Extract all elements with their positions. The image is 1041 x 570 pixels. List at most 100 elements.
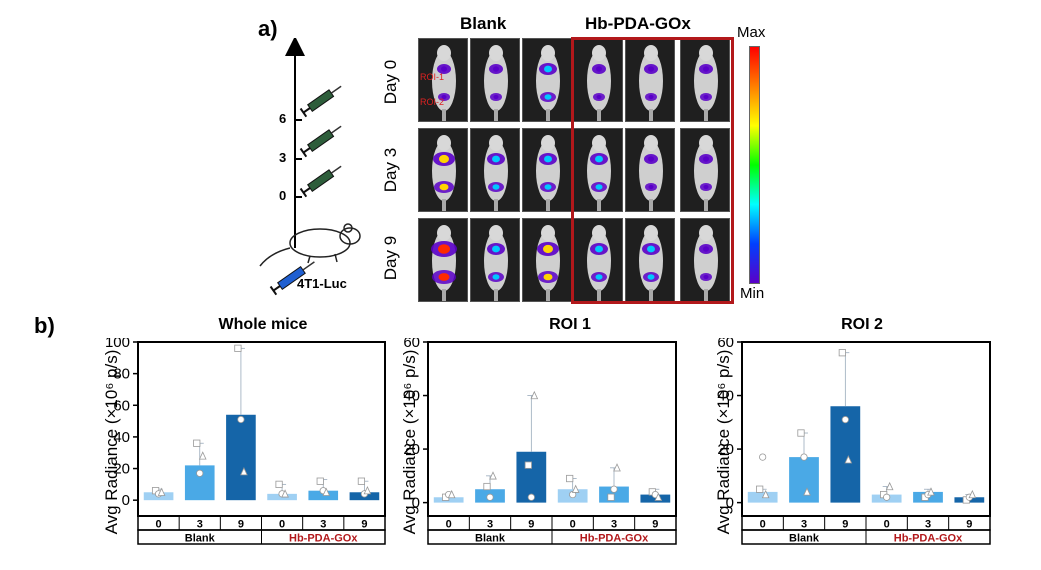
data-point-triangle (844, 455, 853, 464)
mouse-silhouette-icon (587, 225, 611, 301)
timeline-tick-3: 3 (279, 150, 287, 165)
data-point-square (838, 349, 846, 357)
cell-line-label: 4T1-Luc (297, 276, 347, 291)
day-label-0: Day 0 (381, 59, 400, 105)
plot-frame (741, 341, 991, 517)
bar (640, 494, 671, 503)
timeline-tick-0: 0 (279, 188, 287, 203)
panel-a-label: a) (258, 16, 278, 41)
bar (226, 414, 256, 501)
category-label: 0 (884, 519, 890, 531)
mouse-silhouette-icon (639, 45, 663, 121)
category-label: 3 (197, 519, 203, 531)
syringe-icon (299, 165, 342, 198)
mouse-silhouette-icon (431, 225, 457, 301)
category-label: 9 (238, 519, 244, 531)
data-point-triangle (761, 489, 770, 499)
timeline-tick-6: 6 (279, 111, 287, 126)
data-point-square (756, 485, 764, 493)
y-tick-label: 60 (113, 397, 130, 414)
group-label: Blank (475, 533, 506, 545)
group-label: Hb-PDA-GOx (289, 533, 358, 545)
data-point-square (275, 480, 283, 488)
mouse-silhouette-icon (639, 135, 663, 211)
data-point-triangle (968, 489, 977, 499)
mouse-image (573, 218, 623, 302)
day-label-9: Day 9 (381, 235, 400, 281)
mouse-image (470, 38, 520, 122)
data-point-triangle (530, 390, 539, 400)
y-tick-label: 40 (403, 388, 420, 405)
mouse-image (418, 38, 468, 122)
category-label: 0 (446, 519, 452, 531)
data-point-triangle (803, 487, 811, 496)
data-point-square (607, 493, 615, 501)
group-label: Hb-PDA-GOx (580, 533, 649, 545)
bioluminescence-image-grid (418, 38, 738, 304)
mouse-image (418, 128, 468, 212)
data-point-triangle (447, 489, 456, 499)
colorbar (749, 46, 760, 284)
data-point-circle (527, 493, 535, 501)
y-tick-label: 40 (717, 388, 734, 405)
colorbar-max-label: Max (737, 24, 766, 41)
mouse-silhouette-icon (587, 45, 611, 121)
y-tick-label: 0 (726, 495, 734, 512)
mouse-silhouette-icon (484, 225, 508, 301)
data-point-circle (237, 415, 245, 424)
group-label: Blank (789, 533, 820, 545)
mouse-image (680, 128, 730, 212)
mouse-image (680, 218, 730, 302)
data-point-circle (759, 453, 767, 461)
category-label: 0 (570, 519, 576, 531)
group-label: Blank (185, 533, 216, 545)
mouse-icon (259, 223, 361, 267)
category-label: 3 (925, 519, 931, 531)
y-tick-label: 20 (717, 441, 734, 458)
data-point-triangle (363, 486, 372, 495)
mouse-image (522, 128, 572, 212)
data-point-circle (486, 493, 494, 501)
data-point-triangle (654, 492, 663, 501)
category-label: 3 (611, 519, 617, 531)
y-tick-label: 40 (113, 429, 130, 446)
mouse-image (573, 128, 623, 212)
syringe-icon (299, 85, 342, 118)
category-label: 0 (156, 519, 162, 531)
data-point-triangle (571, 484, 580, 493)
mouse-silhouette-icon (536, 45, 560, 121)
y-tick-label: 20 (113, 461, 130, 478)
data-point-triangle (489, 471, 497, 480)
treatment-group-highlight-box (571, 37, 734, 304)
mouse-silhouette-icon (639, 225, 663, 301)
category-label: 9 (966, 519, 972, 531)
group-header-hb-pda-gox: Hb-PDA-GOx (585, 14, 691, 33)
data-point-triangle (885, 481, 894, 491)
mouse-silhouette-icon (694, 135, 718, 211)
day-label-3: Day 3 (381, 147, 400, 193)
data-point-triangle (240, 467, 248, 476)
category-label: 9 (652, 519, 658, 531)
data-point-square (234, 344, 242, 352)
injection-syringe-icon (269, 261, 315, 296)
data-point-square (797, 429, 805, 437)
mouse-silhouette-icon (587, 135, 611, 211)
mouse-image (470, 218, 520, 302)
mouse-image (470, 128, 520, 212)
data-point-square (357, 477, 366, 485)
mouse-image (625, 218, 675, 302)
roi-2-label: ROI-2 (420, 97, 445, 107)
chart-title-roi-1: ROI 1 (549, 316, 591, 333)
data-point-triangle (322, 487, 331, 496)
data-point-triangle (157, 487, 166, 496)
roi-1-label: ROI-1 (420, 72, 445, 82)
data-point-circle (883, 493, 891, 501)
panel-b-label: b) (34, 313, 55, 338)
category-label: 9 (361, 519, 367, 531)
plot-frame (137, 341, 386, 517)
mouse-silhouette-icon (484, 135, 508, 211)
data-point-circle (610, 485, 618, 493)
mouse-silhouette-icon (536, 225, 560, 301)
y-tick-label: 60 (717, 338, 734, 351)
mouse-silhouette-icon (694, 45, 718, 121)
